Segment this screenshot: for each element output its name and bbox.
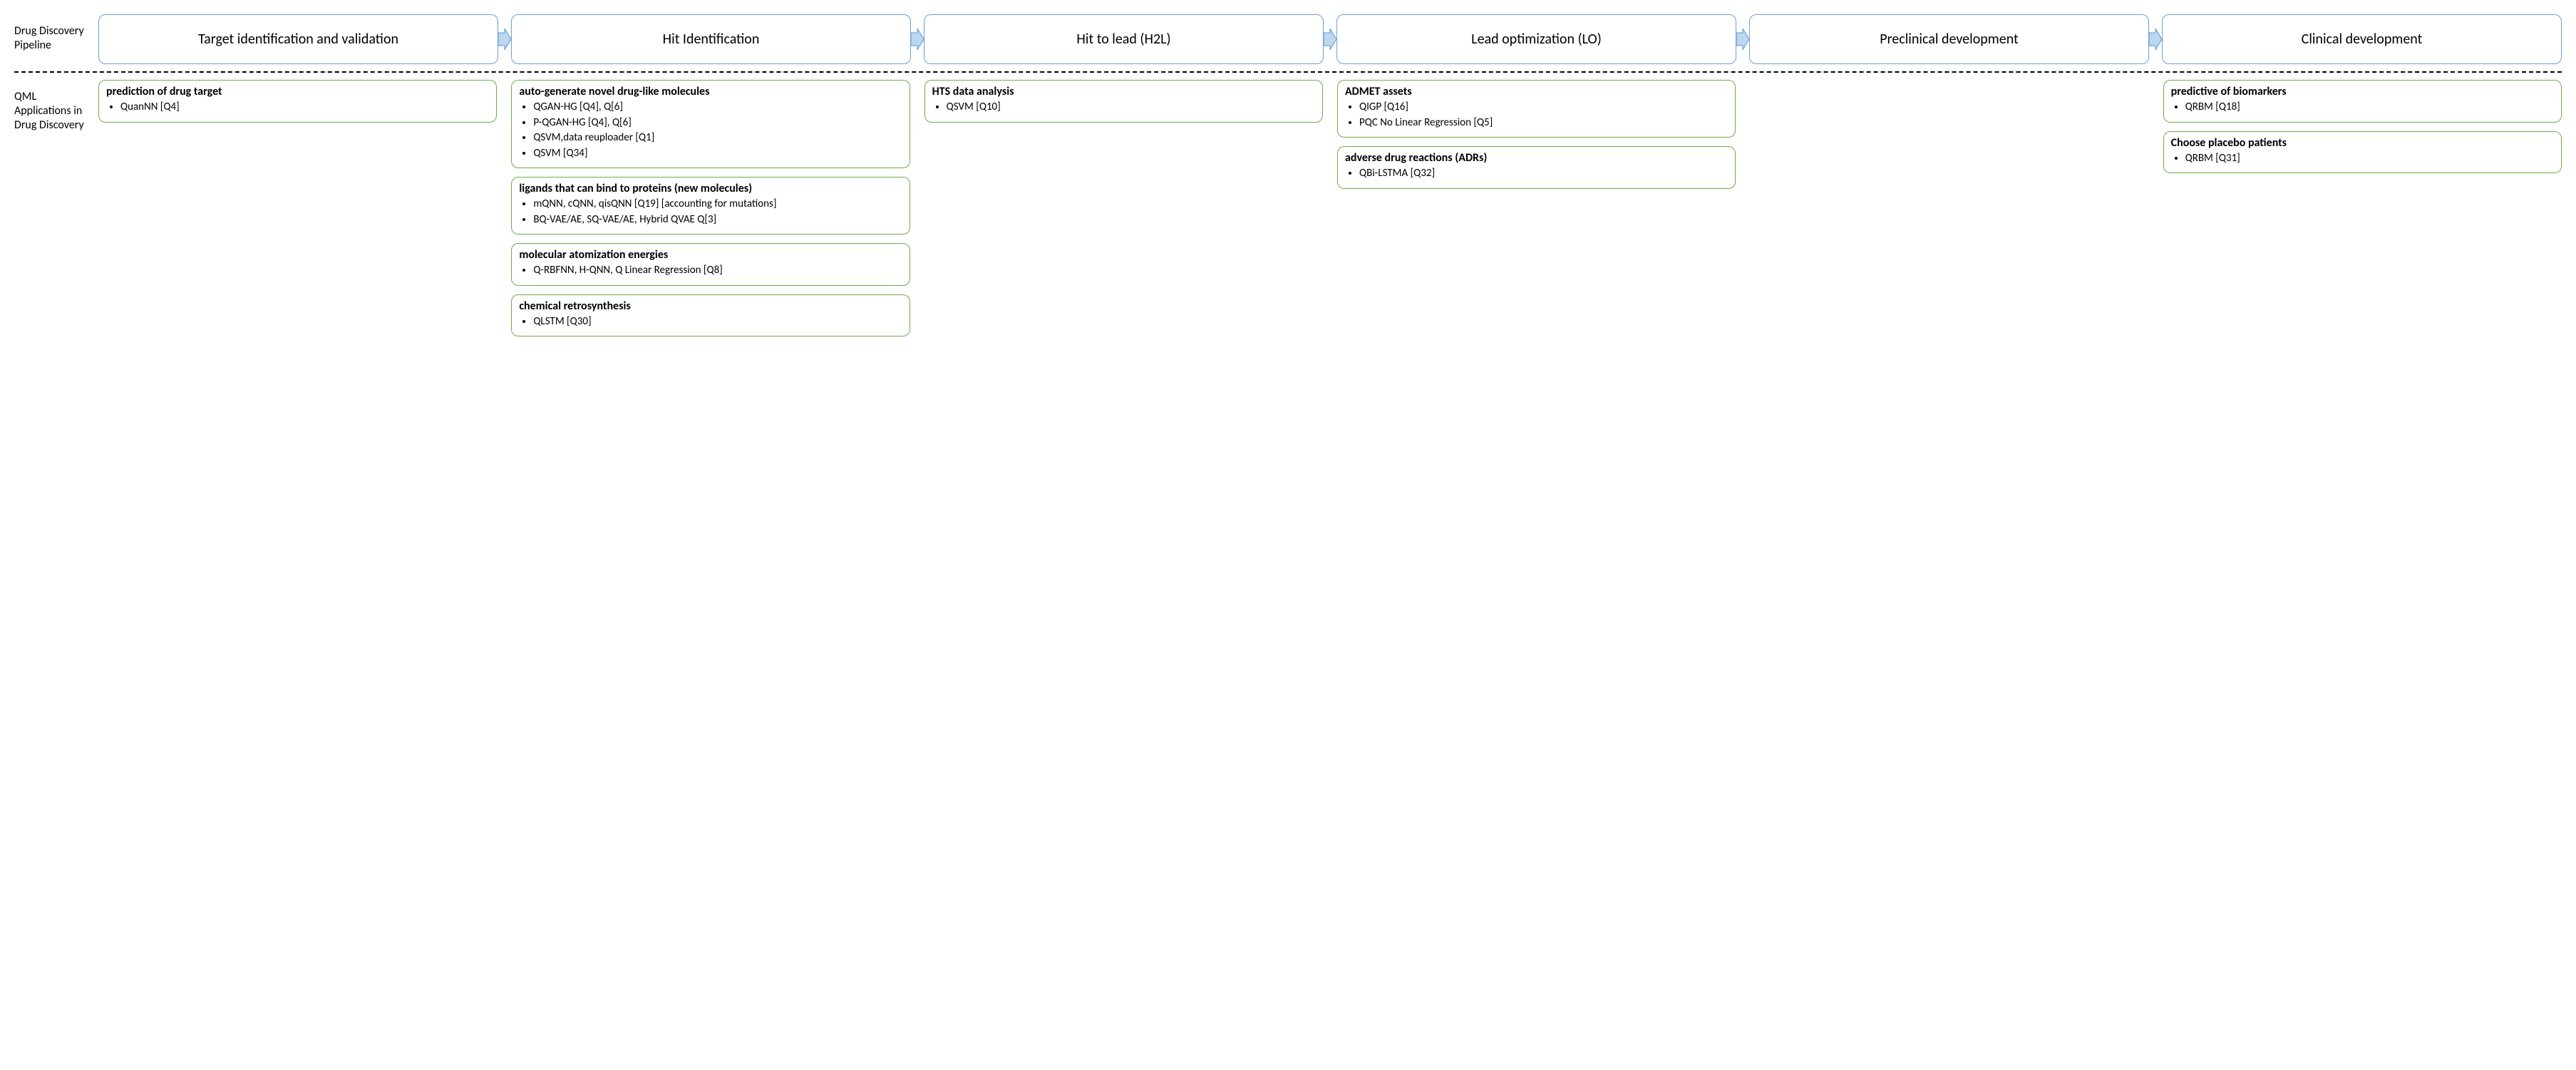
qml-card-list: QBi-LSTMA [Q32] <box>1345 167 1728 181</box>
qml-card: ADMET assets QIGP [Q16]PQC No Linear Regr… <box>1337 80 1736 138</box>
pipeline-row-label: Drug Discovery Pipeline <box>14 14 93 64</box>
qml-card-list: QRBM [Q18] <box>2171 101 2554 115</box>
qml-card-item: QRBM [Q18] <box>2185 101 2554 115</box>
qml-card-item: Q-RBFNN, H-QNN, Q Linear Regression [Q8] <box>533 264 902 278</box>
qml-card-title: prediction of drug target <box>106 85 489 99</box>
qml-card: predictive of biomarkers QRBM [Q18] <box>2163 80 2562 123</box>
qml-card-list: QLSTM [Q30] <box>519 315 902 329</box>
arrow-right-icon <box>911 29 924 50</box>
diagram-wrapper: Drug Discovery Pipeline Target identific… <box>14 14 2562 336</box>
qml-card-title: predictive of biomarkers <box>2171 85 2554 99</box>
qml-card-title: chemical retrosynthesis <box>519 299 902 314</box>
qml-card: prediction of drug target QuanNN [Q4] <box>98 80 497 123</box>
pipeline-stage: Lead optimization (LO) <box>1336 14 1736 64</box>
qml-card-title: Choose placebo patients <box>2171 136 2554 150</box>
qml-card-title: molecular atomization energies <box>519 248 902 262</box>
pipeline-stage: Hit Identification <box>511 14 911 64</box>
qml-card-list: Q-RBFNN, H-QNN, Q Linear Regression [Q8] <box>519 264 902 278</box>
arrow-right-icon <box>1324 29 1336 50</box>
qml-applications-row: prediction of drug target QuanNN [Q4] auto… <box>98 80 2562 336</box>
arrow-right-icon <box>1736 29 1749 50</box>
qml-card-list: QGAN-HG [Q4], Q[6]P-QGAN-HG [Q4], Q[6]QS… <box>519 101 902 160</box>
arrow-right-icon <box>498 29 511 50</box>
qml-card-item: QSVM,data reuploader [Q1] <box>533 131 902 145</box>
arrow-right-icon <box>2149 29 2162 50</box>
qml-card-list: mQNN, cQNN, qisQNN [Q19] [accounting for… <box>519 197 902 227</box>
qml-card: HTS data analysis QSVM [Q10] <box>924 80 1323 123</box>
pipeline-stage: Clinical development <box>2162 14 2562 64</box>
pipeline-row: Target identification and validation Hit … <box>98 14 2562 64</box>
qml-card-title: auto-generate novel drug-like molecules <box>519 85 902 99</box>
qml-card-item: QGAN-HG [Q4], Q[6] <box>533 101 902 115</box>
qml-card-item: QSVM [Q10] <box>947 101 1315 115</box>
qml-card-item: BQ-VAE/AE, SQ-VAE/AE, Hybrid QVAE Q[3] <box>533 213 902 227</box>
section-divider <box>14 71 2562 73</box>
qml-column: prediction of drug target QuanNN [Q4] <box>98 80 497 123</box>
qml-column: ADMET assets QIGP [Q16]PQC No Linear Regr… <box>1337 80 1736 189</box>
pipeline-stage: Target identification and validation <box>98 14 498 64</box>
qml-card-list: QSVM [Q10] <box>932 101 1315 115</box>
qml-card-list: QuanNN [Q4] <box>106 101 489 115</box>
qml-card-title: ligands that can bind to proteins (new m… <box>519 182 902 196</box>
qml-card-item: mQNN, cQNN, qisQNN [Q19] [accounting for… <box>533 197 902 212</box>
qml-card-item: QBi-LSTMA [Q32] <box>1359 167 1728 181</box>
qml-card-item: QuanNN [Q4] <box>120 101 489 115</box>
qml-card-title: ADMET assets <box>1345 85 1728 99</box>
qml-column: HTS data analysis QSVM [Q10] <box>924 80 1323 123</box>
pipeline-stage: Hit to lead (H2L) <box>924 14 1324 64</box>
pipeline-stage: Preclinical development <box>1749 14 2149 64</box>
qml-column: auto-generate novel drug-like molecules Q… <box>511 80 910 336</box>
qml-card-item: QRBM [Q31] <box>2185 152 2554 166</box>
qml-card: auto-generate novel drug-like molecules Q… <box>511 80 910 168</box>
qml-card-list: QIGP [Q16]PQC No Linear Regression [Q5] <box>1345 101 1728 130</box>
qml-card-item: QIGP [Q16] <box>1359 101 1728 115</box>
qml-column: predictive of biomarkers QRBM [Q18] Choose… <box>2163 80 2562 173</box>
qml-row-label: QML Applications in Drug Discovery <box>14 80 93 336</box>
qml-card: ligands that can bind to proteins (new m… <box>511 177 910 235</box>
qml-card: adverse drug reactions (ADRs) QBi-LSTMA [… <box>1337 146 1736 189</box>
qml-card-item: PQC No Linear Regression [Q5] <box>1359 116 1728 130</box>
qml-card: chemical retrosynthesisQLSTM [Q30] <box>511 294 910 337</box>
qml-card-item: QLSTM [Q30] <box>533 315 902 329</box>
qml-card: molecular atomization energies Q-RBFNN, H… <box>511 243 910 286</box>
qml-card-item: QSVM [Q34] <box>533 147 902 161</box>
qml-card: Choose placebo patients QRBM [Q31] <box>2163 131 2562 174</box>
qml-card-title: adverse drug reactions (ADRs) <box>1345 151 1728 165</box>
qml-card-title: HTS data analysis <box>932 85 1315 99</box>
qml-card-item: P-QGAN-HG [Q4], Q[6] <box>533 116 902 130</box>
qml-card-list: QRBM [Q31] <box>2171 152 2554 166</box>
